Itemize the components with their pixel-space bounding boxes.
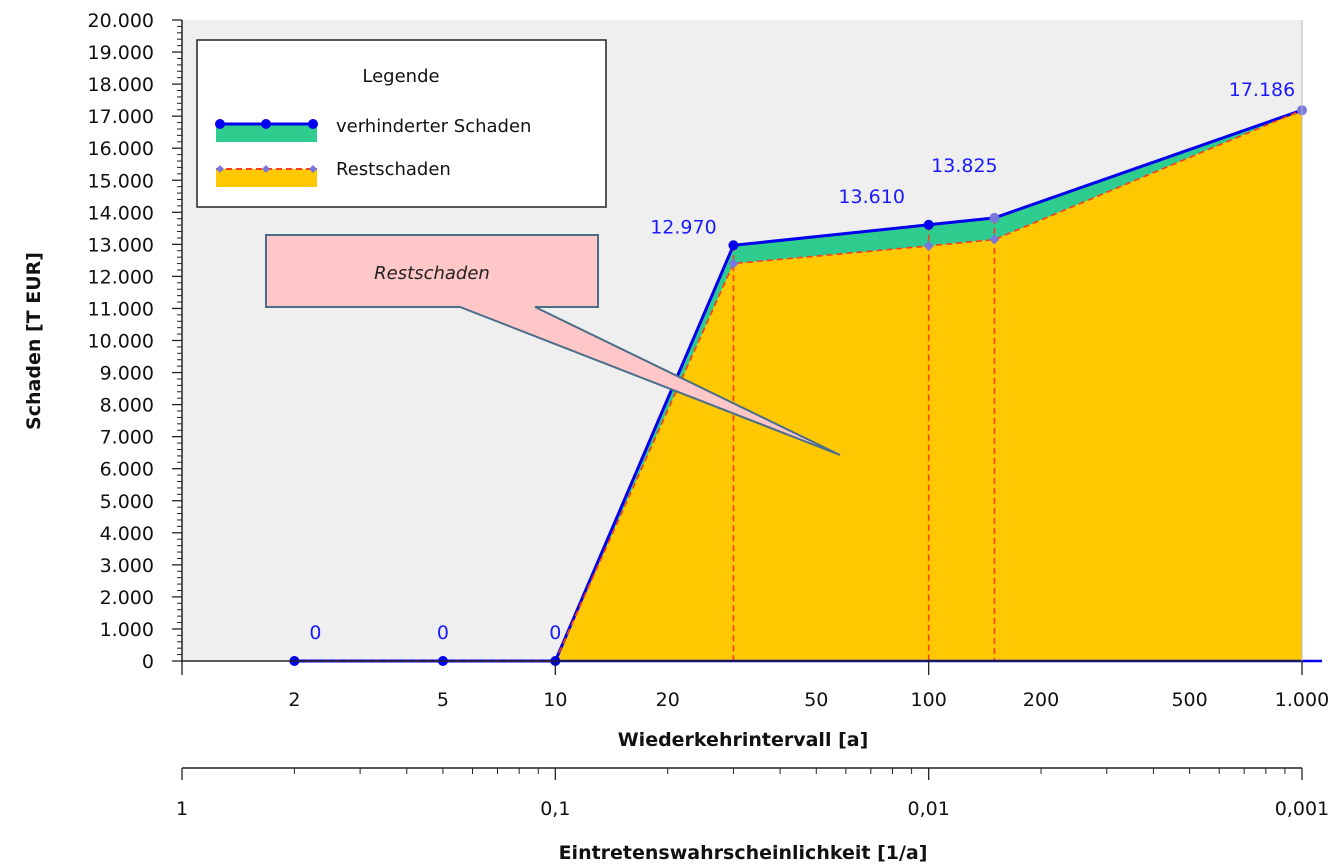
x2-tick-labels: 1 0,1 0,01 0,001 (176, 798, 1329, 820)
data-label: 0 (309, 622, 321, 644)
y-tick-label: 7.000 (100, 427, 154, 449)
x-tick-label: 50 (804, 689, 828, 711)
x2-tick-label: 0,1 (540, 798, 570, 820)
data-label: 0 (549, 622, 561, 644)
legend-swatch-fill (216, 124, 317, 142)
x-tick-label: 10 (543, 689, 567, 711)
marker-verhinderter-schaden (728, 240, 739, 251)
x-axis-title: Wiederkehrintervall [a] (618, 729, 869, 751)
x-tick-label: 2 (288, 689, 300, 711)
axes (172, 19, 1303, 780)
x-tick-label: 500 (1171, 689, 1207, 711)
y-tick-label: 4.000 (100, 523, 154, 545)
legend-marker (261, 119, 271, 129)
y-tick-label: 6.000 (100, 459, 154, 481)
legend-label: verhinderter Schaden (336, 116, 531, 137)
x-tick-label: 100 (911, 689, 947, 711)
y-tick-label: 9.000 (100, 363, 154, 385)
data-label: 0 (437, 622, 449, 644)
area-restschaden (294, 110, 1302, 661)
legend-title: Legende (362, 66, 439, 87)
legend: Legende verhinderter Schaden Restschaden (196, 39, 607, 208)
legend-marker (215, 119, 225, 129)
y-axis-title: Schaden [T EUR] (23, 252, 45, 430)
data-label: 17.186 (1229, 79, 1295, 101)
drop-lines (732, 217, 996, 661)
x2-axis-title: Eintretenswahrscheinlichkeit [1/a] (559, 842, 928, 864)
y-tick-label: 1.000 (100, 619, 154, 641)
x2-tick-label: 0,01 (908, 798, 950, 820)
marker-restschaden (923, 240, 934, 251)
y-tick-label: 15.000 (88, 170, 154, 192)
y-tick-label: 11.000 (88, 298, 154, 320)
y-tick-label: 3.000 (100, 555, 154, 577)
area-layer (294, 110, 1302, 661)
data-labels: 0 0 0 12.970 13.610 13.825 17.186 (309, 79, 1295, 644)
legend-item-verhinderter-schaden: verhinderter Schaden (215, 116, 531, 142)
y-tick-label: 20.000 (88, 10, 154, 32)
marker-restschaden (728, 258, 739, 269)
x2-tick-label: 1 (176, 798, 188, 820)
marker-verhinderter-schaden (989, 212, 1000, 223)
data-label: 13.610 (838, 186, 904, 208)
legend-marker (309, 165, 317, 173)
legend-item-restschaden: Restschaden (216, 159, 451, 187)
y-tick-label: 2.000 (100, 587, 154, 609)
y-tick-label: 8.000 (100, 395, 154, 417)
callout-shape (265, 234, 841, 456)
y-tick-label: 19.000 (88, 42, 154, 64)
y-tick-label: 14.000 (88, 202, 154, 224)
y-tick-label: 10.000 (88, 331, 154, 353)
x-tick-label: 5 (437, 689, 449, 711)
legend-label: Restschaden (336, 159, 451, 180)
y-tick-label: 13.000 (88, 234, 154, 256)
y-tick-label: 0 (142, 651, 154, 673)
y-tick-label: 5.000 (100, 491, 154, 513)
data-label: 12.970 (650, 216, 716, 238)
y-tick-label: 16.000 (88, 138, 154, 160)
callout-annotation: Restschaden (265, 234, 841, 456)
marker-restschaden (989, 234, 1000, 245)
x-tick-labels: 2 5 10 20 50 100 200 500 1.000 (288, 689, 1329, 711)
data-label: 13.825 (931, 155, 997, 177)
x2-tick-label: 0,001 (1275, 798, 1329, 820)
y-tick-label: 18.000 (88, 74, 154, 96)
x-tick-label: 200 (1023, 689, 1059, 711)
y-tick-label: 17.000 (88, 106, 154, 128)
legend-swatch-fill (216, 169, 317, 187)
x-tick-label: 1.000 (1275, 689, 1329, 711)
legend-marker (262, 165, 270, 173)
callout-text: Restschaden (374, 263, 490, 284)
y-tick-label: 12.000 (88, 266, 154, 288)
marker-verhinderter-schaden (923, 219, 934, 230)
legend-marker (308, 119, 318, 129)
legend-marker (216, 165, 224, 173)
x-tick-label: 20 (656, 689, 680, 711)
y-tick-labels: 0 1.000 2.000 3.000 4.000 5.000 6.000 7.000 8.00… (88, 10, 154, 673)
